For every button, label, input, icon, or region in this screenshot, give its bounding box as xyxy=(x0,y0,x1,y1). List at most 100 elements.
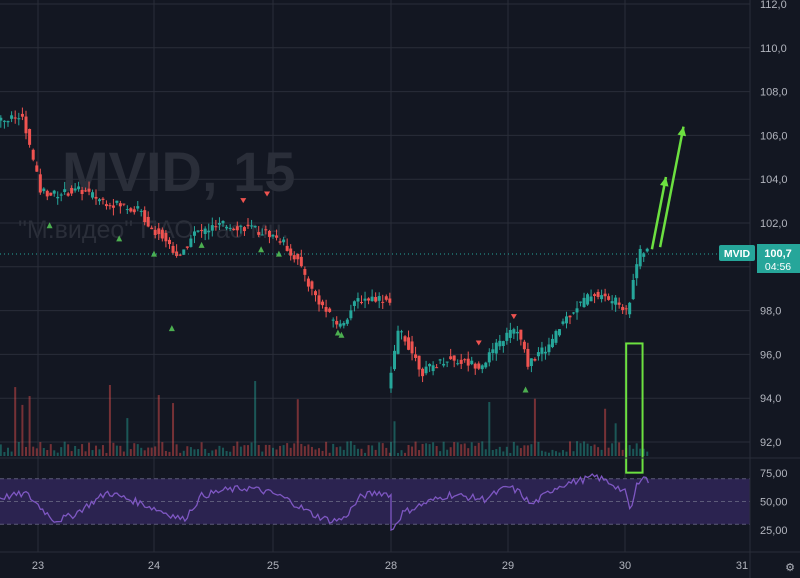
volume-bar xyxy=(293,443,296,456)
candle-body xyxy=(593,294,597,296)
candle-body xyxy=(529,358,533,367)
time-tick-label: 31 xyxy=(736,560,748,572)
volume-bar xyxy=(154,446,157,456)
volume-bar xyxy=(136,444,139,456)
candle-body xyxy=(10,115,14,119)
time-tick-label: 28 xyxy=(385,560,397,572)
candle-body xyxy=(196,230,200,232)
sell-marker xyxy=(475,340,482,346)
buy-marker xyxy=(198,241,205,248)
volume-bar xyxy=(502,451,505,456)
candle-body xyxy=(557,329,561,336)
candle-body xyxy=(352,301,356,306)
volume-bar xyxy=(63,441,66,456)
volume-bar xyxy=(551,449,554,456)
candle-body xyxy=(310,281,314,289)
volume-bar xyxy=(597,447,600,456)
volume-bar xyxy=(42,447,45,456)
candle-body xyxy=(445,361,449,363)
candle-body xyxy=(568,315,572,318)
volume-bar xyxy=(509,452,512,456)
candle-body xyxy=(104,204,108,207)
buy-marker xyxy=(258,246,265,253)
volume-bar xyxy=(60,447,63,456)
candle-body xyxy=(586,294,590,305)
volume-bar xyxy=(526,445,529,456)
candle-body xyxy=(494,342,498,354)
candle-body xyxy=(59,194,63,196)
candle-body xyxy=(572,312,576,314)
candle-body xyxy=(374,297,378,302)
candle-body xyxy=(87,188,91,192)
volume-bar xyxy=(467,448,470,456)
candle-body xyxy=(536,352,540,357)
candle-body xyxy=(456,363,460,365)
volume-bar xyxy=(211,450,214,456)
volume-bar xyxy=(289,447,292,456)
badge-countdown: 04:56 xyxy=(765,261,791,273)
candle-body xyxy=(150,227,154,230)
candle-body xyxy=(388,298,392,303)
volume-bar xyxy=(21,404,24,456)
candle-body xyxy=(603,293,607,297)
candle-body xyxy=(435,367,439,369)
volume-bar xyxy=(381,443,384,456)
volume-bar xyxy=(318,448,321,456)
volume-bar xyxy=(172,403,175,456)
volume-bar xyxy=(390,441,392,456)
candle-body xyxy=(540,347,544,354)
price-axis[interactable]: 92,094,096,098,0100,0102,0104,0106,0108,… xyxy=(760,0,788,449)
rsi-axis[interactable]: 25,00 50,00 75,00 xyxy=(760,468,788,537)
time-tick-label: 29 xyxy=(502,560,514,572)
candle-body xyxy=(466,358,470,366)
candle-body xyxy=(84,190,88,192)
volume-bar xyxy=(105,452,108,456)
candle-body xyxy=(400,331,404,333)
candle-body xyxy=(28,128,32,145)
candle-body xyxy=(628,302,632,315)
candle-body xyxy=(512,329,516,334)
candle-body xyxy=(157,228,161,235)
candle-body xyxy=(278,241,282,243)
candle-body xyxy=(13,117,17,119)
volume-bar xyxy=(243,445,246,456)
candle-body xyxy=(526,348,530,367)
candle-body xyxy=(17,118,21,120)
buy-marker xyxy=(168,325,175,332)
volume-bar xyxy=(484,449,487,456)
candle-body xyxy=(631,279,635,300)
volume-bar xyxy=(70,451,73,456)
price-tick-label: 108,0 xyxy=(760,87,788,99)
volume-bar xyxy=(3,452,6,456)
volume-bar xyxy=(491,450,494,456)
volume-bar xyxy=(14,387,17,456)
volume-bar xyxy=(339,446,342,456)
volume-bar xyxy=(425,443,428,456)
candle-body xyxy=(203,228,207,234)
candle-body xyxy=(645,248,649,252)
candle-body xyxy=(589,296,593,302)
candle-body xyxy=(389,372,393,389)
volume-bar xyxy=(286,443,289,456)
volume-bar xyxy=(261,451,264,456)
candle-body xyxy=(342,322,346,326)
candle-body xyxy=(77,186,81,190)
volume-bar xyxy=(32,446,35,456)
candle-body xyxy=(610,301,614,304)
candle-body xyxy=(519,329,523,340)
volume-bar xyxy=(310,446,313,456)
candle-body xyxy=(122,203,126,205)
time-axis[interactable]: 23 24 25 28 29 30 31 xyxy=(32,560,748,572)
candle-body xyxy=(410,341,414,354)
volume-bar xyxy=(300,443,303,456)
candle-body xyxy=(182,249,186,255)
volume-bar xyxy=(53,450,56,456)
volume-bar xyxy=(495,449,498,456)
volume-bar xyxy=(439,451,442,456)
candle-body xyxy=(477,363,481,369)
settings-icon[interactable]: ⚙ xyxy=(785,562,795,574)
badge-ticker: MVID xyxy=(724,248,751,260)
candle-body xyxy=(424,366,428,374)
volume-bar xyxy=(583,441,586,456)
